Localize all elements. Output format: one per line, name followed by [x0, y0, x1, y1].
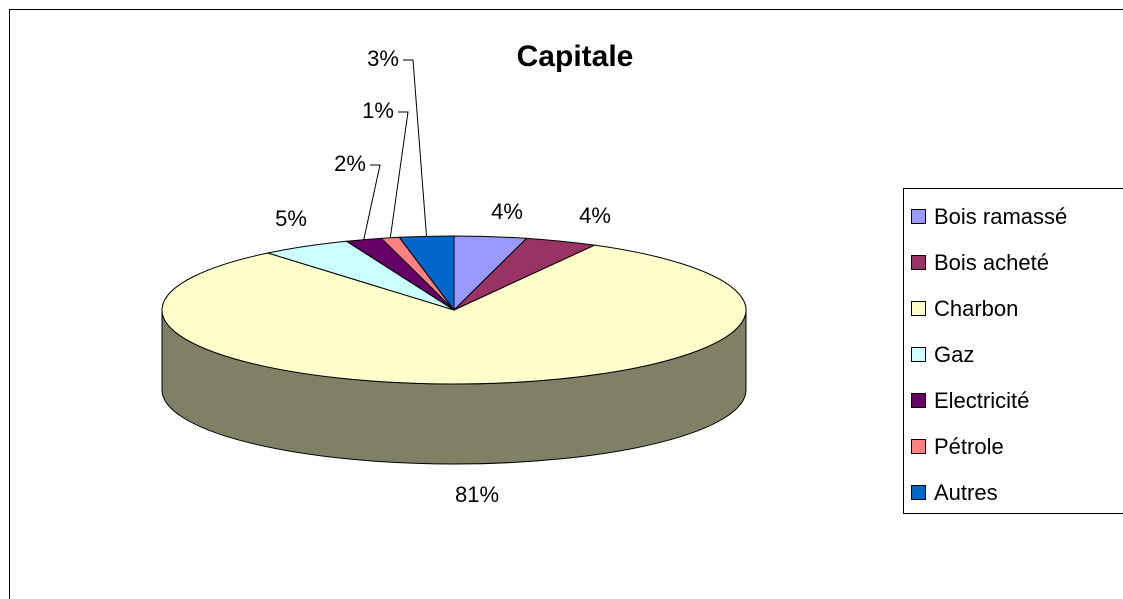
leader-line: [389, 111, 409, 238]
data-label: 1%: [362, 98, 394, 123]
legend-swatch: [911, 301, 926, 316]
pie-slice: [161, 244, 747, 385]
pie-slice: [398, 235, 455, 312]
legend-label: Bois ramassé: [934, 204, 1067, 229]
chart-title: Capitale: [517, 40, 634, 73]
data-label: 2%: [334, 151, 366, 176]
legend-box: [903, 188, 1123, 514]
legend-label: Gaz: [934, 342, 974, 367]
data-label: 4%: [579, 203, 611, 228]
legend-label: Charbon: [934, 296, 1018, 321]
data-label: 5%: [275, 206, 307, 231]
data-label: 3%: [367, 46, 399, 71]
legend-swatch: [911, 347, 926, 362]
leader-line: [363, 164, 381, 240]
legend-swatch: [911, 485, 926, 500]
legend-swatch: [911, 439, 926, 454]
legend-swatch: [911, 255, 926, 270]
legend-label: Electricité: [934, 388, 1029, 413]
legend-label: Autres: [934, 480, 998, 505]
legend-swatch: [911, 209, 926, 224]
legend-label: Pétrole: [934, 434, 1004, 459]
legend-label: Bois acheté: [934, 250, 1049, 275]
data-label: 4%: [491, 199, 523, 224]
legend-swatch: [911, 393, 926, 408]
leader-line: [403, 59, 428, 237]
data-label: 81%: [455, 482, 499, 507]
